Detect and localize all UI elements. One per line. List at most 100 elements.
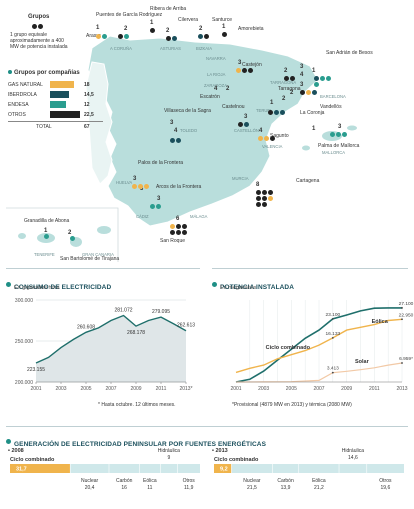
company-name: OTROS xyxy=(8,112,26,118)
data-point xyxy=(331,317,334,320)
map-plant-dot xyxy=(176,224,181,229)
map-site-label: Santurce xyxy=(212,17,233,23)
map-site-label: Arasur xyxy=(86,33,101,39)
company-row: OTROS 22,5 xyxy=(8,110,103,120)
segment-value: 13,9 xyxy=(281,485,291,491)
map-site-label: TENERIFE xyxy=(34,252,55,257)
menorca-shape xyxy=(347,125,357,131)
panel-year: • 2008 xyxy=(8,448,24,454)
x-tick-label: 2013* xyxy=(179,386,192,392)
map-count-label: 4 xyxy=(300,72,304,78)
company-name: GAS NATURAL xyxy=(8,82,43,88)
x-tick-label: 2001 xyxy=(230,386,241,392)
segment-value: 21,5 xyxy=(247,485,257,491)
company-bar xyxy=(50,81,74,88)
map-plant-dot xyxy=(132,184,137,189)
map-plant-dot xyxy=(248,68,253,73)
potencia-header: POTENCIA INSTALADA xyxy=(212,276,294,294)
data-label: 268.178 xyxy=(127,330,145,336)
map-plant-dot xyxy=(102,34,107,39)
map-plant-dot xyxy=(236,68,241,73)
map-plant-dot xyxy=(268,196,273,201)
segment-bar xyxy=(177,464,200,473)
potencia-title: POTENCIA INSTALADA xyxy=(220,284,295,291)
map-count-label: 1 xyxy=(222,24,226,30)
map-site-label: Arcos de la Frontera xyxy=(156,184,202,190)
map-plant-dot xyxy=(118,34,123,39)
map-plant-dot xyxy=(170,230,175,235)
map-plant-dot xyxy=(290,76,295,81)
map-site-label: CÁDIZ xyxy=(136,214,149,219)
map-count-label: 2 xyxy=(284,68,288,74)
consumo-note: * Hasta octubre. 12 últimos meses. xyxy=(98,402,176,408)
map-site-label: CASTELLÓN xyxy=(234,128,259,133)
segment-value: 11,9 xyxy=(184,485,194,491)
map-plant-dot xyxy=(274,110,279,115)
companies-table: GAS NATURAL 18 IBERDROLA 14,5 ENDESA 12 OTROS 2… xyxy=(8,80,103,131)
map-plant-dot xyxy=(342,132,347,137)
company-name: IBERDROLA xyxy=(8,92,37,98)
map-count-label: 2 xyxy=(199,26,203,32)
data-label: 27.100 xyxy=(399,301,414,307)
series-name: Eólica xyxy=(372,319,389,325)
segment-bar xyxy=(10,464,71,473)
map-plant-dot xyxy=(280,110,285,115)
map-site-label: San Bartolomé de Tirajana xyxy=(60,256,120,262)
company-bar xyxy=(50,111,80,118)
map-plant-dot xyxy=(306,90,311,95)
potencia-chart: Ciclo combinado Eólica Solar 23.100 27.100 16… xyxy=(230,300,414,392)
map-site-label: Villaseca de la Sagra xyxy=(164,108,211,114)
map-site-label: MÁLAGA xyxy=(190,214,208,219)
company-name: ENDESA xyxy=(8,102,29,108)
data-point xyxy=(401,362,403,364)
segment-value: 31,7 xyxy=(16,467,27,473)
panel-year: • 2013 xyxy=(212,448,228,454)
map-plant-dot xyxy=(256,202,261,207)
map-plant-dot xyxy=(284,76,289,81)
data-point xyxy=(331,371,334,374)
y-tick-label: 300.000 xyxy=(15,298,33,304)
map-site-label: VALENCIA xyxy=(262,144,283,149)
map-site-label: Puentes de García Rodríguez xyxy=(96,12,163,18)
data-label: 16.133 xyxy=(325,331,340,337)
map-plant-dot xyxy=(262,202,267,207)
total-label: TOTAL xyxy=(36,124,52,130)
map-plant-dot xyxy=(256,190,261,195)
data-label: 262.613 xyxy=(177,323,195,329)
map-site-label: Ribera de Arriba xyxy=(150,6,187,12)
data-label: 22.950 xyxy=(399,312,414,318)
map-plant-dot xyxy=(176,138,181,143)
peninsula-shape xyxy=(87,35,319,227)
map-count-label: 3 xyxy=(300,64,304,70)
map-count-label: 3 xyxy=(133,176,137,182)
segment-bar xyxy=(139,464,161,473)
map-count-label: 3 xyxy=(238,60,242,66)
map-count-label: 6 xyxy=(176,216,180,222)
divider xyxy=(212,268,408,269)
map-site-label: Tarragona xyxy=(278,86,301,92)
consumo-subtitle: En gigavatios hora xyxy=(14,285,60,291)
segment-name: Eólica xyxy=(312,478,326,484)
map-plant-dot xyxy=(314,76,319,81)
legend-title: Grupos xyxy=(28,14,50,20)
x-tick-label: 2011 xyxy=(369,386,380,392)
map-plant-dot xyxy=(172,36,177,41)
map-site-label: Vandellós xyxy=(320,104,342,110)
segment-name: Carbón xyxy=(277,478,294,484)
map-plant-dot xyxy=(176,230,181,235)
map-plant-dot xyxy=(44,234,49,239)
map-plant-dot xyxy=(314,82,319,87)
divider xyxy=(6,268,200,269)
x-tick-label: 2003 xyxy=(258,386,269,392)
map-site-label: Castelnou xyxy=(222,104,245,110)
companies-title: Grupos por compañías xyxy=(8,70,80,77)
map-count-label: 2 xyxy=(290,90,294,96)
map-plant-dot xyxy=(238,122,243,127)
series-line xyxy=(235,307,402,383)
segment-name: Ciclo combinado xyxy=(214,457,259,463)
map-plant-dot xyxy=(336,132,341,137)
consumo-line xyxy=(35,314,187,364)
segment-bar xyxy=(298,464,340,473)
map-plant-dot xyxy=(96,34,101,39)
